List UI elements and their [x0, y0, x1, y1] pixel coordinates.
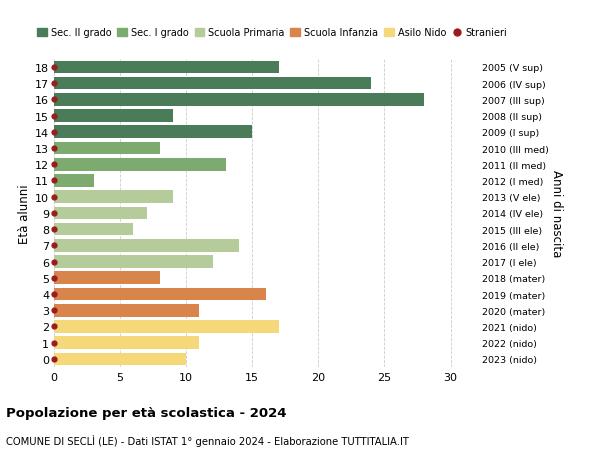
Text: COMUNE DI SECLÌ (LE) - Dati ISTAT 1° gennaio 2024 - Elaborazione TUTTITALIA.IT: COMUNE DI SECLÌ (LE) - Dati ISTAT 1° gen…: [6, 434, 409, 446]
Bar: [54, 256, 212, 269]
Legend: Sec. II grado, Sec. I grado, Scuola Primaria, Scuola Infanzia, Asilo Nido, Stran: Sec. II grado, Sec. I grado, Scuola Prim…: [34, 24, 511, 42]
Bar: [54, 304, 199, 317]
Bar: [54, 272, 160, 285]
Bar: [54, 224, 133, 236]
Y-axis label: Anni di nascita: Anni di nascita: [550, 170, 563, 257]
Bar: [54, 158, 226, 171]
Text: Popolazione per età scolastica - 2024: Popolazione per età scolastica - 2024: [6, 406, 287, 419]
Bar: [54, 126, 252, 139]
Bar: [54, 240, 239, 252]
Y-axis label: Età alunni: Età alunni: [18, 184, 31, 243]
Bar: [54, 207, 146, 220]
Bar: [54, 142, 160, 155]
Bar: [54, 320, 279, 333]
Bar: [54, 353, 186, 365]
Bar: [54, 336, 199, 349]
Bar: [54, 110, 173, 123]
Bar: [54, 288, 265, 301]
Bar: [54, 94, 424, 106]
Bar: [54, 62, 279, 74]
Bar: [54, 78, 371, 90]
Bar: [54, 175, 94, 187]
Bar: [54, 191, 173, 203]
